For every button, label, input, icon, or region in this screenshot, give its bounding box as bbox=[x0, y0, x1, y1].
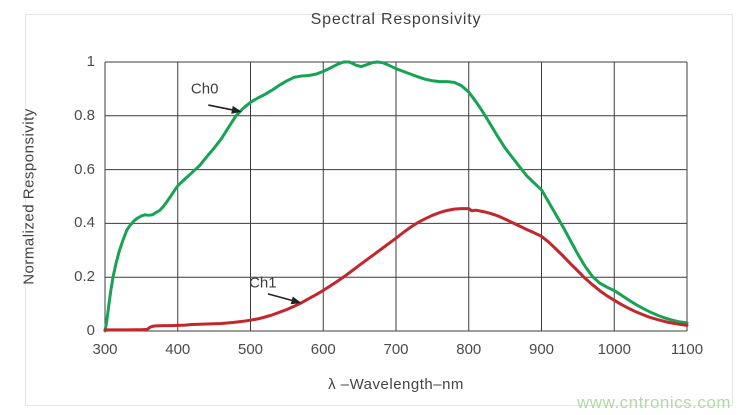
y-tick-label: 0.8 bbox=[74, 106, 95, 124]
x-tick-label: 400 bbox=[165, 341, 191, 358]
annotation-arrowhead-icon bbox=[290, 296, 302, 305]
x-tick-label: 500 bbox=[237, 341, 264, 358]
x-axis-label: λ –Wavelength–nm bbox=[328, 376, 464, 393]
x-tick-label: 800 bbox=[456, 341, 482, 358]
annotation-arrowhead-icon bbox=[231, 105, 242, 114]
y-tick-label: 0.4 bbox=[74, 214, 95, 232]
x-tick-label: 1100 bbox=[670, 341, 704, 358]
series-ch0-curve bbox=[103, 60, 689, 333]
x-tick-label: 900 bbox=[528, 341, 555, 358]
x-tick-label: 700 bbox=[383, 341, 409, 358]
y-tick-label: 0 bbox=[86, 322, 95, 339]
x-tick-label: 600 bbox=[310, 341, 336, 358]
series-ch1-curve bbox=[103, 207, 689, 332]
y-tick-label: 0.2 bbox=[74, 268, 95, 286]
annotation-arrow-line bbox=[267, 293, 292, 302]
watermark: www.cntronics.com bbox=[577, 393, 731, 412]
y-tick-label: 0.6 bbox=[74, 160, 95, 178]
x-tick-label: 1000 bbox=[597, 341, 631, 358]
annotation-ch1-label: Ch1 bbox=[249, 274, 277, 292]
annotation-arrow-line bbox=[208, 104, 233, 111]
chart-title: Spectral Responsivity bbox=[310, 11, 482, 28]
x-tick-label: 300 bbox=[92, 341, 118, 358]
annotation-ch0-label: Ch0 bbox=[190, 80, 219, 98]
y-tick-label: 1 bbox=[86, 53, 95, 70]
